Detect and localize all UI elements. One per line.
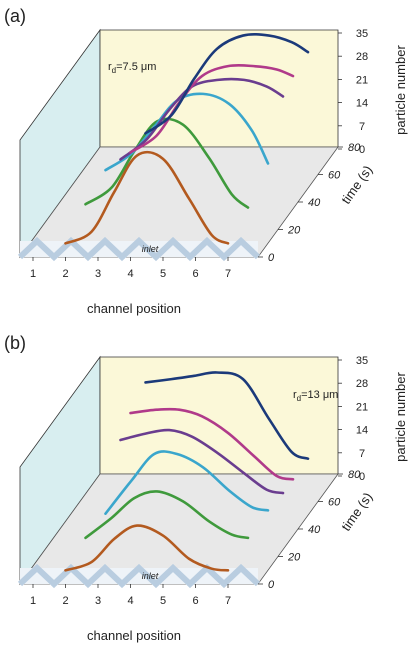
x-tick-label: 3 — [95, 268, 101, 280]
x-axis-title: channel position — [87, 301, 181, 316]
y-tick-label: 35 — [356, 28, 368, 40]
x-tick-label: 6 — [192, 268, 198, 280]
series-line — [64, 150, 230, 245]
x-tick-label: 3 — [95, 595, 101, 607]
z-tick-label: 40 — [308, 197, 321, 209]
x-axis-title: channel position — [87, 628, 181, 643]
x-tick-label: 1 — [30, 595, 36, 607]
series-line — [129, 407, 295, 481]
z-tick-label: 0 — [268, 252, 275, 264]
y-tick-label: 0 — [359, 471, 365, 483]
x-tick-label: 4 — [127, 595, 133, 607]
y-tick-label: 35 — [356, 355, 368, 367]
y-tick-label: 7 — [359, 121, 365, 133]
series-line — [144, 371, 310, 460]
panel-label: (b) — [4, 333, 26, 353]
z-tick-label: 80 — [348, 469, 361, 481]
inlet-zigzag — [17, 563, 261, 589]
x-tick-label: 7 — [225, 595, 231, 607]
x-tick-label: 5 — [160, 595, 166, 607]
inlet-zigzag — [17, 236, 261, 262]
z-tick-label: 20 — [287, 225, 301, 237]
y-axis-title: particle number — [393, 45, 408, 135]
series-line — [144, 33, 310, 135]
x-tick-label: 4 — [127, 268, 133, 280]
z-tick-label: 20 — [287, 552, 301, 564]
x-tick-label: 7 — [225, 268, 231, 280]
series-line — [104, 450, 270, 515]
x-tick-label: 6 — [192, 595, 198, 607]
y-axis-title: particle number — [393, 372, 408, 462]
series-line — [119, 77, 285, 161]
y-tick-label: 0 — [359, 144, 365, 156]
panel-label: (a) — [4, 6, 26, 26]
z-tick-label: 60 — [328, 170, 341, 182]
y-tick-label: 7 — [359, 448, 365, 460]
x-tick-label: 2 — [62, 595, 68, 607]
y-tick-label: 21 — [356, 74, 368, 86]
z-tick-label: 80 — [348, 142, 361, 154]
z-axis-title: time (s) — [338, 490, 375, 534]
z-tick-label: 0 — [268, 579, 275, 591]
z-tick-label: 60 — [328, 497, 341, 509]
x-tick-label: 2 — [62, 268, 68, 280]
annotation-label: rd=13 μm — [293, 389, 338, 403]
y-tick-label: 14 — [356, 98, 368, 110]
series-line — [119, 428, 285, 495]
series-line — [84, 490, 250, 540]
inlet-label: inlet — [142, 244, 159, 254]
annotation-label: rd=7.5 μm — [108, 61, 156, 75]
inlet-label: inlet — [142, 571, 159, 581]
z-tick-label: 40 — [308, 524, 321, 536]
y-tick-label: 14 — [356, 425, 368, 437]
z-axis-title: time (s) — [338, 163, 375, 207]
x-tick-label: 5 — [160, 268, 166, 280]
y-tick-label: 28 — [356, 51, 368, 63]
x-tick-label: 1 — [30, 268, 36, 280]
panel-b-chart: inlet 1 2 3 4 5 6 7 channel position 0 7 14 21 28 35 pa… — [4, 333, 408, 643]
series-line — [64, 524, 230, 572]
series-line — [129, 63, 295, 154]
panel-a-chart: inlet 1 2 3 4 5 6 7 channel position 0 7 14 21 28 35 pa… — [4, 6, 408, 316]
y-tick-label: 28 — [356, 378, 368, 390]
y-tick-label: 21 — [356, 401, 368, 413]
